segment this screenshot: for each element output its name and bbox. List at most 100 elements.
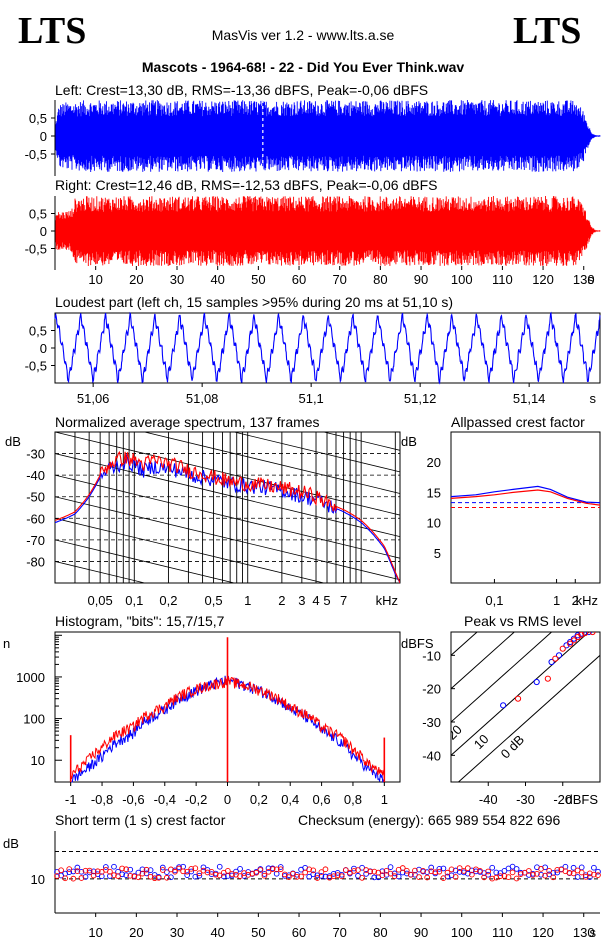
short-crest-point-right [578,869,585,876]
short-crest-point-right [489,875,496,882]
short-crest-point-right [497,873,504,879]
loudest-x-tick-label: 51,14 [513,391,546,406]
short-crest-point-right [355,867,361,873]
short-crest-point-right [342,867,349,873]
allpass-x-tick-label: 0,1 [485,593,503,608]
short-crest-x-unit: s [590,925,597,940]
short-crest-x-tick-label: 120 [532,925,554,940]
short-crest-point-right [464,865,471,872]
short-crest-point-left [74,864,81,871]
loudest-part-title: Loudest part (left ch, 15 samples >95% d… [55,294,454,310]
short-crest-point-right [302,869,308,876]
short-crest-point-right [172,868,178,875]
short-crest-point-left [123,872,130,878]
spectrum-series-left [55,453,400,583]
short-crest-point-right [501,873,508,879]
allpass-y-tick-label: 5 [434,546,441,561]
short-crest-point-right [86,867,93,874]
short-crest-point-left [310,871,317,878]
short-crest-point-right [359,875,365,881]
short-crest-point-right [298,873,304,880]
peak-rms-diagonal [451,632,590,757]
loudest-x-tick-label: 51,08 [186,391,219,406]
short-crest-point-right [94,868,101,875]
short-crest-point-right [403,867,410,874]
short-crest-point-left [387,864,394,870]
right_waveform-x-tick-label: 80 [373,272,387,287]
peak-rms-diagonal [451,632,478,657]
short-crest-point-left [456,869,463,875]
peak-rms-x-unit: dBFS [565,792,598,807]
left_waveform-y-tick-label: 0 [40,129,47,144]
loudest-x-unit: s [590,391,597,406]
short-crest-point-right [184,868,191,875]
short-crest-point-right [294,874,300,880]
short-crest-point-left [98,873,105,880]
short-crest-point-left [464,870,471,877]
short-crest-point-left [428,864,435,871]
short-crest-point-right [338,873,345,880]
short-crest-point-right [375,869,382,876]
short-crest-point-right [70,875,77,882]
short-crest-point-left [200,864,207,871]
short-crest-point-right [330,873,337,880]
short-crest-point-left [241,873,247,879]
short-crest-point-right [143,866,150,873]
allpass-title: Allpassed crest factor [451,414,585,430]
short-crest-point-right [534,870,540,877]
right_waveform-plot [54,196,601,266]
short-crest-point-right [485,868,492,875]
histogram-x-tick-label: 0,8 [344,792,362,807]
peak-rms-x-tick-label: -40 [479,792,498,807]
short-crest-point-right [286,874,292,880]
peak-rms-point-right [559,645,566,652]
right_waveform-x-tick-label: 70 [332,272,346,287]
peak-rms-point-left [563,642,570,649]
right_waveform-x-tick-label: 50 [251,272,265,287]
histogram-x-tick-label: -1 [65,792,77,807]
short-crest-point-right [253,869,260,876]
short-crest-point-right [428,868,435,875]
loudest-y-tick-label: 0 [40,341,47,356]
short-crest-point-right [432,869,439,876]
short-crest-x-tick-label: 30 [170,925,184,940]
short-crest-point-right [269,866,276,872]
short-crest-point-right [62,875,69,882]
short-crest-point-left [473,868,479,875]
left_waveform-series [54,100,601,172]
short-crest-point-right [570,870,577,877]
spectrum-y-tick-label: -70 [26,533,45,548]
peak-rms-point-right [570,637,578,644]
peak-rms-point-left [548,658,555,666]
short-crest-x-tick-label: 10 [88,925,102,940]
short-crest-point-left [371,874,378,881]
short-crest-point-right [257,867,264,873]
short-crest-point-right [383,867,390,874]
short-crest-point-right [460,868,467,874]
short-crest-point-right [139,870,146,877]
short-crest-point-left [66,869,73,875]
right_waveform-x-tick-label: 100 [451,272,473,287]
short-crest-point-left [591,864,597,871]
spectrum-slope-line [55,496,400,581]
short-crest-point-right [469,871,475,878]
short-crest-point-right [204,869,211,876]
right-waveform-title: Right: Crest=12,46 dB, RMS=-12,53 dBFS, … [55,177,438,193]
spectrum-x-tick-label: 4 [312,593,319,608]
short-crest-point-left [391,870,398,877]
spectrum-y-tick-label: -50 [26,490,45,505]
spectrum-slope-line [55,539,236,583]
histogram-x-tick-label: 0,2 [250,792,268,807]
short-crest-point-right [530,872,536,878]
loudest-series [54,311,601,385]
spectrum-series-right [55,450,400,583]
short-crest-point-right [542,872,548,879]
spectrum-y-unit: dB [5,434,21,449]
loudest-x-tick-label: 51,1 [298,391,323,406]
spectrum-x-tick-label: 0,05 [87,593,112,608]
short-crest-point-right [456,865,463,871]
short-crest-point-left [440,865,447,872]
left_waveform-plot [54,100,601,172]
short-crest-point-left [306,873,313,880]
